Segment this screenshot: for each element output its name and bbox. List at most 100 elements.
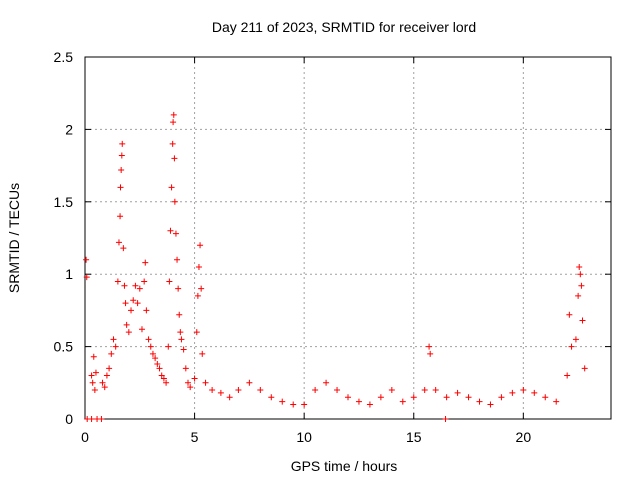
data-point [209,387,216,394]
data-points [83,111,588,422]
data-point [147,343,154,350]
data-point [345,394,351,401]
data-point [427,350,434,357]
data-point [160,375,167,382]
data-point [83,274,90,281]
data-point [106,365,113,372]
data-point [581,365,588,372]
data-point [120,245,127,252]
data-point [141,278,148,285]
data-point [112,343,119,350]
data-point [101,384,108,391]
data-point [92,369,99,376]
y-tick-label: 1.5 [54,194,74,210]
data-point [114,278,121,285]
y-tick-label: 2.5 [54,49,74,65]
data-point [476,398,483,405]
grid-lines [85,57,611,419]
data-point [169,140,176,147]
data-point [88,372,95,379]
data-point [108,350,115,357]
data-point [355,398,362,405]
data-point [88,416,95,422]
data-point [165,343,172,350]
data-point [465,394,472,401]
data-point [187,384,194,391]
data-point [334,387,341,394]
data-point [121,282,128,289]
data-point [83,256,90,263]
data-point [531,389,538,396]
data-point [110,336,117,343]
data-point [118,152,125,159]
data-point [542,394,549,401]
y-axis-label: SRMTID / TECUs [6,183,22,293]
data-point [98,416,105,422]
data-point [125,329,132,336]
data-point [366,401,373,408]
data-point [568,343,575,350]
data-point [166,278,173,285]
data-point [178,336,185,343]
data-point [235,387,242,394]
data-point [154,360,161,367]
data-point [194,292,201,299]
data-point [163,379,170,386]
data-point [172,230,179,237]
y-tick-label: 0.5 [54,339,74,355]
data-point [122,300,129,307]
data-point [132,282,139,289]
data-point [257,387,264,394]
data-point [564,372,571,379]
x-tick-label: 20 [516,429,532,445]
data-point [180,346,187,353]
data-point [91,387,98,394]
data-point [388,387,395,394]
data-point [197,242,204,249]
data-point [156,365,163,372]
data-point [117,184,124,191]
y-tick-label: 2 [65,121,73,137]
data-point [134,300,141,307]
data-point [170,119,177,126]
data-point [174,256,181,263]
data-point [117,213,124,220]
data-point [578,282,585,289]
data-point [421,387,428,394]
data-point [115,239,122,246]
data-point [191,375,198,382]
data-point [246,379,253,386]
data-point [575,292,582,299]
data-point [103,372,110,379]
data-point [199,350,206,357]
data-point [290,401,297,408]
data-point [399,398,406,405]
data-point [171,198,178,205]
data-point [130,297,137,304]
data-point [128,307,135,314]
data-point [143,307,150,314]
x-axis-label: GPS time / hours [291,458,398,474]
data-point [217,389,224,396]
chart-title: Day 211 of 2023, SRMTID for receiver lor… [212,19,476,35]
data-point [312,387,319,394]
data-point [323,379,330,386]
data-point [520,387,527,394]
data-point [119,140,126,147]
data-point [454,389,461,396]
data-point [99,379,106,386]
data-point [426,343,433,350]
data-point [577,271,584,278]
data-point [90,353,97,360]
data-point [487,401,494,408]
data-point [168,184,175,191]
plot-frame [84,56,612,420]
x-tick-label: 0 [81,429,89,445]
data-point [176,311,183,318]
data-point [175,285,182,292]
x-tick-label: 5 [191,429,199,445]
data-point [198,285,205,292]
data-point [195,263,202,270]
y-tick-label: 1 [65,266,73,282]
